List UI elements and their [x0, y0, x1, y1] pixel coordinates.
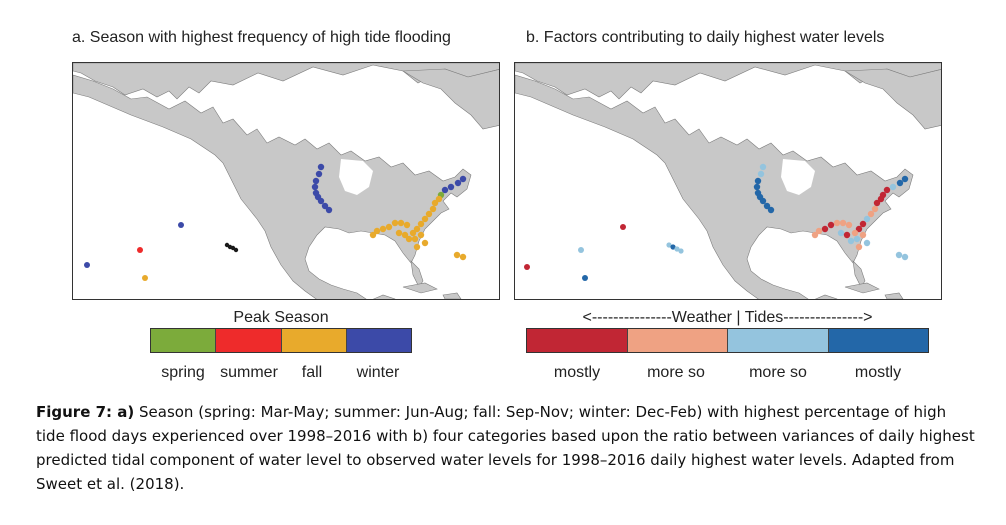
legend-label-tides-mostly: mostly — [854, 364, 902, 381]
legend-a-colorbar — [150, 328, 412, 353]
legend-swatch-weather-mostly — [527, 329, 627, 352]
hawaii-markers — [666, 242, 684, 254]
legend-label-spring: spring — [161, 364, 205, 381]
legend-label-weather-more-so: more so — [647, 364, 705, 381]
map-panel-a — [72, 62, 500, 300]
station-marker — [84, 262, 90, 268]
station-marker — [142, 275, 148, 281]
land-mass — [73, 63, 499, 299]
land-mass — [515, 63, 941, 299]
legend-swatch-spring — [151, 329, 216, 352]
map-panel-b — [514, 62, 942, 300]
panel-a-title: a. Season with highest frequency of high… — [72, 29, 451, 46]
legend-label-winter: winter — [356, 364, 400, 381]
map-b-svg — [515, 63, 941, 299]
legend-swatch-summer — [215, 329, 281, 352]
west-coast-markers — [311, 163, 333, 214]
hawaii-markers — [224, 242, 239, 253]
figure-caption: Figure 7: a) Season (spring: Mar-May; su… — [36, 400, 976, 496]
station-marker — [178, 222, 184, 228]
map-a-svg — [73, 63, 499, 299]
legend-swatch-tides-more-so — [727, 329, 828, 352]
legend-swatch-fall — [280, 329, 346, 352]
west-coast-markers — [753, 163, 775, 214]
east-coast-markers — [369, 175, 467, 261]
legend-label-weather-mostly: mostly — [553, 364, 601, 381]
legend-swatch-tides-mostly — [827, 329, 928, 352]
east-coast-markers — [811, 175, 909, 261]
caption-text: Season (spring: Mar-May; summer: Jun-Aug… — [36, 403, 975, 493]
legend-label-summer: summer — [220, 364, 278, 381]
station-marker — [582, 275, 588, 281]
legend-label-tides-more-so: more so — [749, 364, 807, 381]
panel-b-title: b. Factors contributing to daily highest… — [526, 29, 885, 46]
legend-b-colorbar — [526, 328, 929, 353]
station-marker — [137, 247, 143, 253]
legend-a-title: Peak Season — [233, 309, 329, 326]
legend-b-title: <---------------Weather | Tides---------… — [582, 309, 873, 326]
station-marker — [524, 264, 530, 270]
caption-figure-label: Figure 7: a) — [36, 403, 135, 421]
station-marker — [578, 247, 584, 253]
legend-swatch-winter — [345, 329, 411, 352]
legend-label-fall: fall — [301, 364, 323, 381]
station-marker — [620, 224, 626, 230]
legend-swatch-weather-more-so — [626, 329, 727, 352]
